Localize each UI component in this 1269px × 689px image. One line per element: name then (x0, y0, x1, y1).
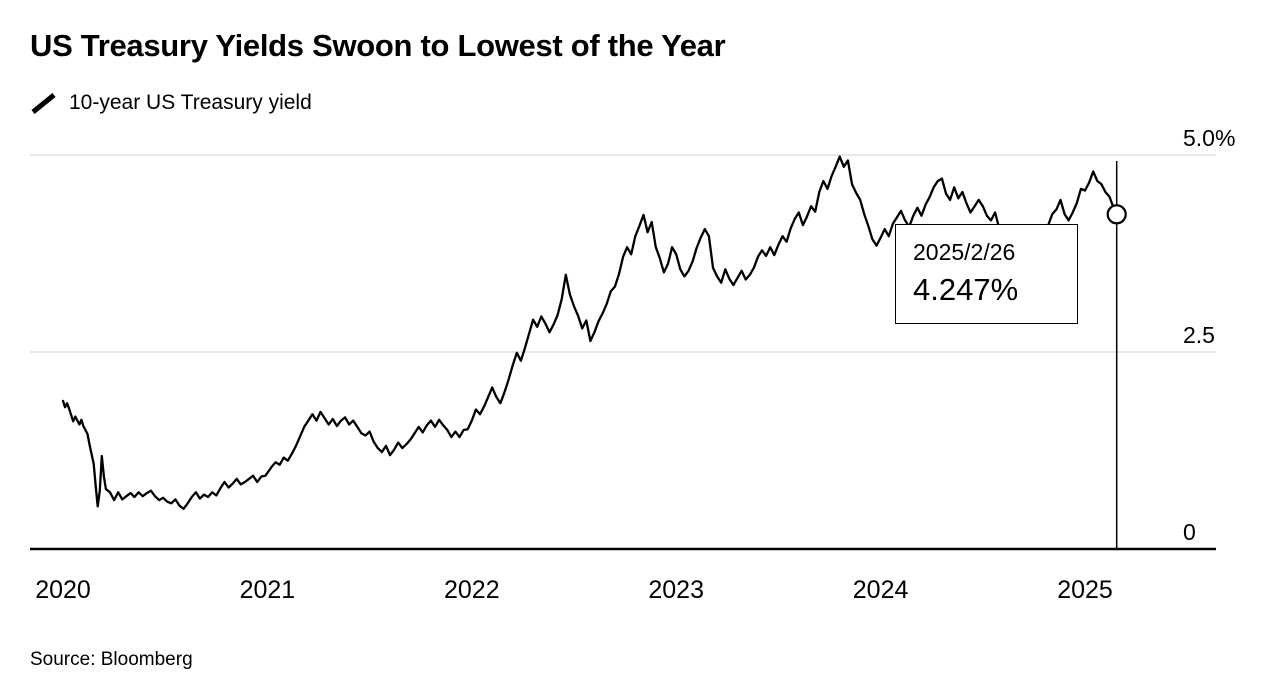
y-tick-label: 0 (1183, 519, 1196, 545)
x-axis-labels: 2020 2021 2022 2023 2024 2025 (35, 576, 1113, 604)
x-tick-label: 2020 (35, 576, 91, 604)
line-series-icon (31, 92, 56, 114)
y-tick-label: 5.0% (1183, 125, 1235, 151)
gridlines (30, 154, 1216, 353)
last-point-marker (1106, 204, 1127, 225)
y-axis-labels: 5.0% 2.5 0 (1183, 125, 1235, 545)
chart-title: US Treasury Yields Swoon to Lowest of th… (30, 28, 726, 63)
callout-value: 4.247% (913, 272, 1019, 308)
last-value-callout: 2025/2/26 4.247% (895, 224, 1078, 325)
x-tick-label: 2025 (1057, 576, 1113, 604)
source-credit: Source: Bloomberg (30, 649, 193, 670)
x-tick-label: 2023 (648, 576, 704, 604)
x-tick-label: 2022 (444, 576, 500, 604)
legend: 10-year US Treasury yield (30, 91, 312, 115)
x-tick-label: 2021 (240, 576, 296, 604)
callout-date: 2025/2/26 (913, 239, 1016, 265)
y-tick-label: 2.5 (1183, 322, 1215, 348)
x-tick-label: 2024 (853, 576, 909, 604)
legend-label: 10-year US Treasury yield (69, 91, 312, 114)
yield-line (61, 155, 1118, 510)
